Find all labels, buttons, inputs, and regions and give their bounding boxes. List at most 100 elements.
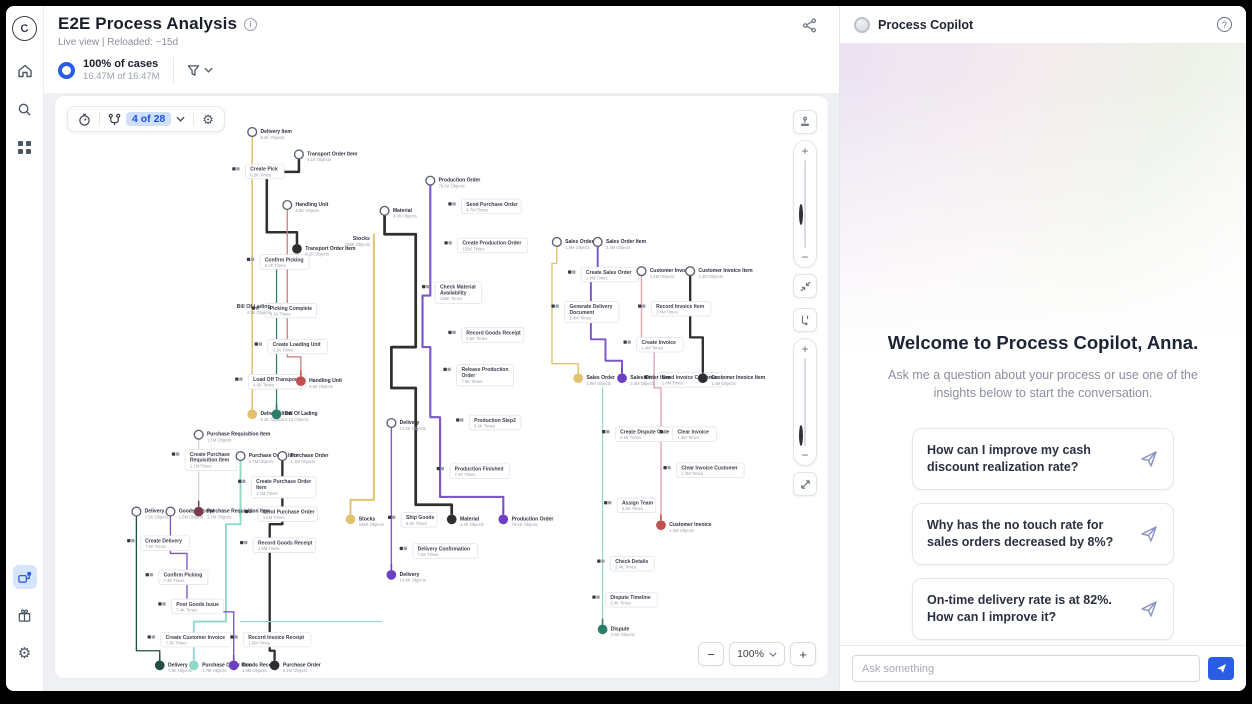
- collapse-icon[interactable]: [793, 274, 817, 298]
- suggestion-card[interactable]: Why has the no touch rate for sales orde…: [912, 503, 1174, 565]
- activity-slider-handle[interactable]: [799, 203, 811, 225]
- apps-grid-icon[interactable]: [13, 135, 37, 159]
- celonis-logo[interactable]: C: [10, 14, 39, 43]
- filter-button[interactable]: [187, 64, 213, 77]
- throughput-time-icon[interactable]: [78, 113, 91, 126]
- activities-icon[interactable]: [793, 110, 817, 134]
- expand-icon[interactable]: [793, 472, 817, 496]
- map-edge[interactable]: [421, 184, 505, 515]
- map-settings-gear-icon[interactable]: ⚙: [202, 111, 214, 127]
- map-edge[interactable]: [286, 209, 302, 376]
- info-icon[interactable]: i: [244, 17, 258, 31]
- suggestion-card[interactable]: On-time delivery rate is at 82%. How can…: [912, 577, 1174, 640]
- connection-slider[interactable]: + −: [793, 338, 817, 466]
- map-edge[interactable]: [688, 274, 704, 374]
- search-icon[interactable]: [13, 97, 37, 121]
- slider-plus[interactable]: +: [801, 342, 809, 356]
- map-edge[interactable]: [192, 459, 242, 661]
- process-explorer-icon[interactable]: [12, 565, 37, 589]
- ask-input[interactable]: [852, 655, 1200, 682]
- settings-gear-icon[interactable]: ⚙: [17, 644, 32, 662]
- connections-icon[interactable]: [793, 308, 817, 332]
- connection-slider-handle[interactable]: [799, 424, 811, 446]
- gift-icon[interactable]: [13, 603, 37, 627]
- map-edge[interactable]: [551, 246, 579, 374]
- map-edge[interactable]: [265, 157, 301, 245]
- slider-plus[interactable]: +: [801, 144, 809, 158]
- zoom-level-dropdown[interactable]: 100%: [729, 642, 785, 666]
- help-icon[interactable]: ?: [1217, 17, 1232, 32]
- suggestion-card[interactable]: How can I improve my cash discount reali…: [912, 428, 1174, 490]
- map-edge[interactable]: [383, 214, 454, 515]
- map-edge[interactable]: [349, 233, 375, 515]
- process-canvas[interactable]: Create Pick 6.5K Times Confirm Picking 9.2K…: [54, 95, 829, 679]
- activity-slider[interactable]: + −: [793, 140, 817, 268]
- share-icon[interactable]: [802, 18, 817, 38]
- zoom-out-button[interactable]: −: [698, 642, 724, 666]
- send-button[interactable]: [1208, 657, 1234, 680]
- variant-selector[interactable]: 4 of 28: [108, 112, 185, 126]
- map-edge[interactable]: [640, 275, 662, 521]
- zoom-in-button[interactable]: +: [790, 642, 816, 666]
- slider-minus[interactable]: −: [801, 250, 809, 264]
